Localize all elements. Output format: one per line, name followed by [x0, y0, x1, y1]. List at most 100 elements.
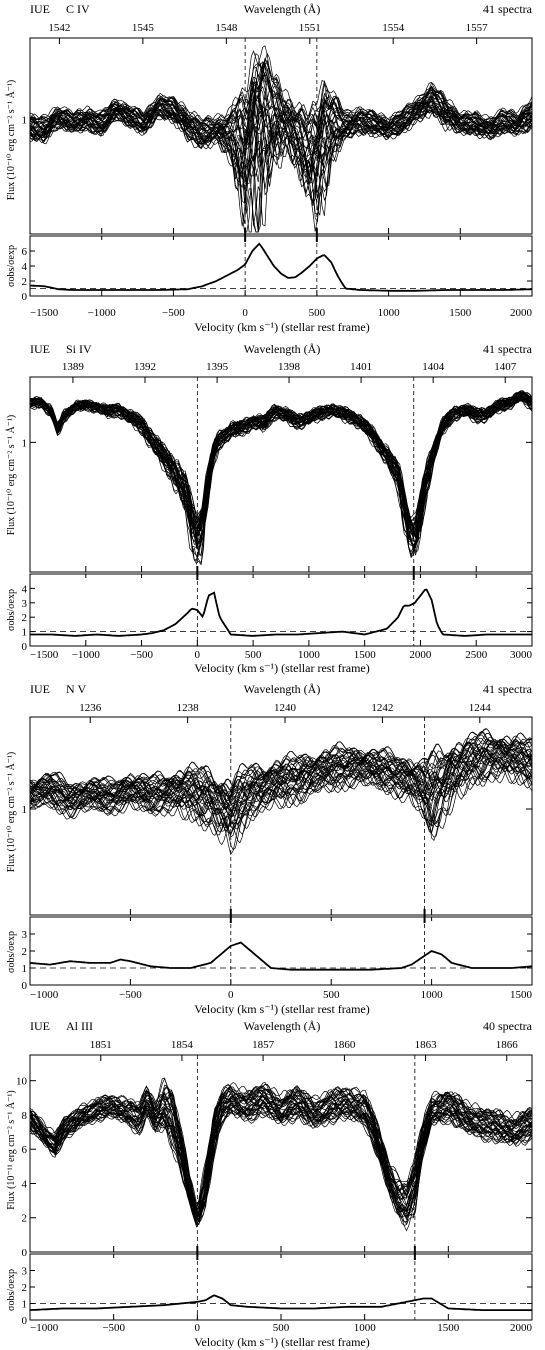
- spectrum-trace: [29, 1087, 533, 1211]
- panel-aliii-ion: Al III: [66, 1019, 93, 1033]
- wavelength-tick-label: 1863: [415, 1039, 438, 1051]
- velocity-tick-label: 2000: [510, 1322, 533, 1334]
- spectrum-trace: [29, 60, 533, 126]
- spectrum-trace: [29, 751, 533, 832]
- velocity-tick-label: 1000: [378, 307, 401, 319]
- flux-frame: [29, 376, 533, 573]
- panel-aliii: IUE Al III Wavelength (Å) 40 spectra 185…: [5, 1019, 533, 1349]
- velocity-tick-label: −500: [102, 1322, 125, 1334]
- spectrum-trace: [29, 750, 533, 823]
- panel-siiv-wavelength-label: Wavelength (Å): [244, 342, 321, 356]
- ratio-tick-label: 1: [22, 627, 28, 639]
- spectrum-trace: [29, 1105, 533, 1232]
- ratio-frame: [29, 235, 533, 297]
- spectrum-trace: [29, 394, 533, 540]
- panel-civ-ratio-tick-labels: 0 2 4 6: [22, 246, 28, 303]
- wavelength-tick-label: 1545: [132, 22, 155, 34]
- velocity-tick-label: 1500: [449, 307, 472, 319]
- panel-nv-ion: N V: [66, 682, 86, 696]
- spectrum-trace: [29, 397, 533, 561]
- panel-civ-ratio-axis-label: σobs/σexp: [6, 245, 17, 287]
- velocity-tick-label: 500: [309, 307, 326, 319]
- spectrum-trace: [29, 87, 533, 158]
- panel-nv: IUE N V Wavelength (Å) 41 spectra 1236 1…: [5, 682, 533, 1016]
- flux-frame: [29, 37, 533, 235]
- panel-aliii-wavelength-label: Wavelength (Å): [244, 1019, 321, 1033]
- wavelength-tick-label: 1851: [90, 1039, 112, 1051]
- flux-frame: [29, 716, 533, 916]
- panel-aliii-instrument: IUE: [30, 1019, 50, 1033]
- ratio-frame: [29, 573, 533, 647]
- panel-civ: IUE C IV Wavelength (Å) 41 spectra 1542 …: [5, 2, 533, 334]
- panel-nv-wavelength-label: Wavelength (Å): [244, 682, 321, 696]
- panel-civ-instrument: IUE: [30, 2, 50, 16]
- ratio-tick-label: 3: [22, 1266, 28, 1278]
- wavelength-tick-label: 1854: [171, 1039, 194, 1051]
- ratio-tick-label: 2: [22, 276, 28, 288]
- panel-civ-wavelength-label: Wavelength (Å): [244, 2, 321, 16]
- panel-aliii-velocity-tick-labels: −1000 −500 0 500 1000 1500 2000: [30, 1322, 533, 1334]
- panel-aliii-ratio-tick-labels: 0 1 2 3: [22, 1266, 28, 1328]
- wavelength-tick-label: 1866: [496, 1039, 519, 1051]
- panel-siiv-velocity-tick-labels: −1500 −1000 −500 0 500 1000 1500 2000 25…: [30, 649, 533, 661]
- panel-aliii-wavelength-tick-labels: 1851 1854 1857 1860 1863 1866: [90, 1039, 518, 1051]
- ratio-frame: [29, 916, 533, 986]
- velocity-tick-label: −1500: [30, 649, 59, 661]
- panel-aliii-flux-axis-label: Flux (10⁻¹¹ erg cm⁻² s⁻¹ Å⁻¹): [5, 1090, 17, 1210]
- panel-nv-flux-axis-label: Flux (10⁻¹⁰ erg cm⁻² s⁻¹ Å⁻¹): [5, 752, 17, 873]
- velocity-tick-label: 2500: [465, 649, 488, 661]
- velocity-tick-label: −500: [162, 307, 185, 319]
- velocity-tick-label: 500: [273, 1322, 290, 1334]
- flux-tick-label: 2: [22, 1213, 28, 1225]
- spectrum-trace: [29, 104, 533, 233]
- spectra-bundle: [29, 1077, 533, 1232]
- wavelength-tick-label: 1389: [62, 361, 85, 373]
- flux-tick-label: 6: [22, 1144, 28, 1156]
- velocity-tick-label: 500: [323, 989, 340, 1001]
- panel-nv-velocity-tick-labels: −1000 −500 0 500 1000 1500: [30, 989, 533, 1001]
- spectrum-trace: [29, 749, 533, 838]
- wavelength-tick-label: 1857: [252, 1039, 275, 1051]
- spectrum-trace: [29, 85, 533, 181]
- ratio-tick-label: 0: [22, 1315, 28, 1327]
- panel-nv-flux-plot: [29, 716, 533, 916]
- ratio-tick-label: 1: [22, 963, 28, 975]
- ratio-tick-label: 0: [22, 291, 28, 303]
- spectrum-trace: [29, 399, 533, 566]
- spectrum-trace: [29, 735, 533, 797]
- panel-aliii-flux-tick-labels: 0 2 4 6 8 10: [16, 1076, 28, 1259]
- panel-civ-ion: C IV: [66, 2, 90, 16]
- panel-aliii-spectra-count: 40 spectra: [483, 1019, 533, 1033]
- panel-civ-spectra-count: 41 spectra: [483, 2, 533, 16]
- ratio-tick-label: 4: [22, 583, 28, 595]
- panel-nv-ratio-plot: [29, 909, 533, 986]
- velocity-tick-label: −500: [119, 989, 142, 1001]
- panel-nv-wavelength-tick-labels: 1236 1238 1240 1242 1244: [79, 702, 491, 714]
- velocity-tick-label: 0: [228, 989, 234, 1001]
- spectrum-trace: [29, 763, 533, 836]
- panel-aliii-flux-plot: [29, 1054, 533, 1253]
- ratio-tick-label: 2: [22, 612, 28, 624]
- ratio-tick-label: 4: [22, 261, 28, 273]
- ratio-tick-label: 0: [22, 641, 28, 653]
- wavelength-tick-label: 1240: [274, 702, 297, 714]
- panel-civ-velocity-tick-labels: −1500 −1000 −500 0 500 1000 1500 2000: [30, 307, 533, 319]
- spectrum-trace: [29, 1098, 533, 1224]
- spectrum-trace: [29, 52, 533, 126]
- ratio-tick-label: 6: [22, 246, 28, 258]
- panel-siiv: IUE Si IV Wavelength (Å) 41 spectra 1389…: [5, 342, 533, 675]
- velocity-tick-label: −1000: [30, 1322, 59, 1334]
- panel-siiv-ratio-plot: [29, 566, 533, 647]
- spectrum-trace: [29, 1106, 532, 1226]
- velocity-tick-label: 1500: [437, 1322, 460, 1334]
- panel-civ-ratio-plot: [29, 228, 533, 297]
- spectrum-trace: [29, 393, 533, 539]
- velocity-tick-label: 500: [245, 649, 262, 661]
- flux-frame: [29, 1054, 533, 1253]
- wavelength-tick-label: 1554: [382, 22, 405, 34]
- spectrum-trace: [29, 738, 533, 809]
- wavelength-tick-label: 1244: [469, 702, 492, 714]
- panel-siiv-ratio-axis-label: σobs/σexp: [6, 589, 17, 631]
- panel-siiv-spectra-count: 41 spectra: [483, 342, 533, 356]
- spectrum-trace: [29, 1083, 533, 1209]
